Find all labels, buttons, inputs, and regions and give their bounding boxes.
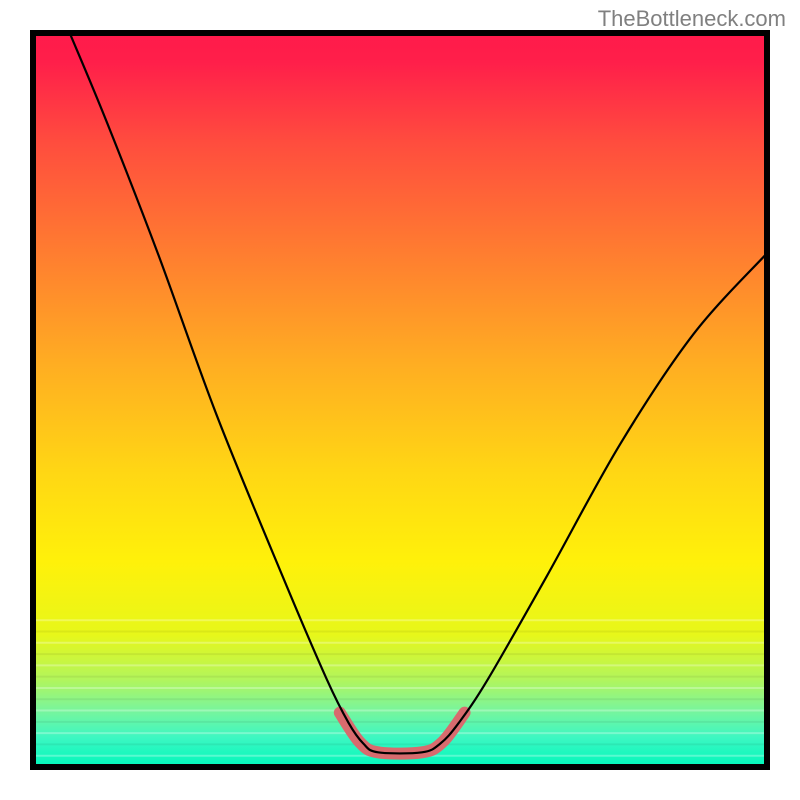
bottleneck-plot — [0, 0, 800, 800]
watermark-text: TheBottleneck.com — [598, 6, 786, 32]
gradient-background — [33, 33, 767, 767]
chart-stage: TheBottleneck.com — [0, 0, 800, 800]
